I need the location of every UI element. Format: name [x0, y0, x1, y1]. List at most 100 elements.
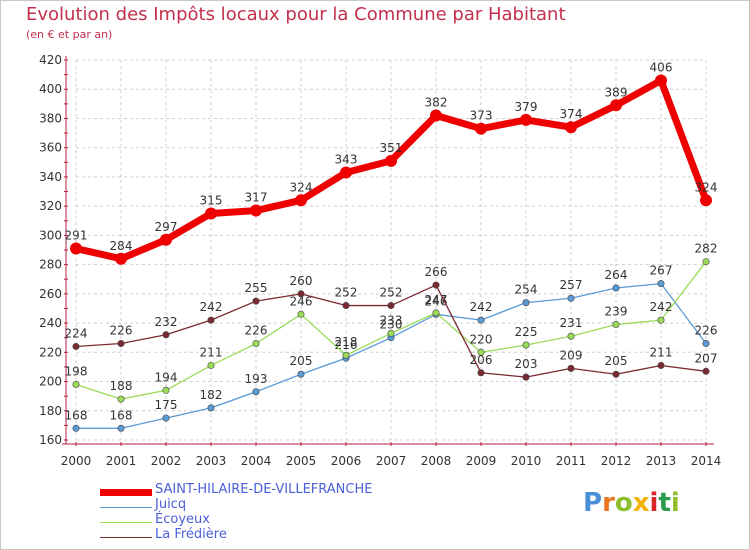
data-label: 226	[695, 324, 718, 338]
x-tick-label: 2002	[151, 454, 182, 468]
data-label: 324	[695, 180, 718, 194]
data-point	[702, 340, 710, 348]
data-label: 218	[335, 335, 358, 349]
y-tick-label: 380	[39, 111, 62, 125]
data-label: 266	[425, 265, 448, 279]
legend-label: Juicq	[155, 497, 187, 512]
data-point	[207, 316, 215, 324]
data-label: 205	[290, 354, 313, 368]
data-label: 246	[425, 294, 448, 308]
y-tick-label: 420	[39, 53, 62, 67]
data-label: 254	[515, 283, 538, 297]
data-label: 198	[65, 364, 88, 378]
x-tick-label: 2010	[511, 454, 542, 468]
data-point	[612, 370, 620, 378]
data-label: 242	[470, 300, 493, 314]
data-label: 252	[380, 286, 403, 300]
data-point	[297, 370, 305, 378]
data-label: 175	[155, 398, 178, 412]
x-tick-label: 2001	[106, 454, 137, 468]
data-point	[702, 367, 710, 375]
y-tick-label: 300	[39, 228, 62, 242]
data-label: 343	[335, 153, 358, 167]
data-point	[567, 364, 575, 372]
data-point	[72, 424, 80, 432]
data-point	[702, 258, 710, 266]
x-tick-label: 2003	[196, 454, 227, 468]
data-point	[115, 252, 127, 265]
data-point	[385, 154, 397, 167]
legend-label: Écoyeux	[155, 512, 210, 527]
data-point	[612, 284, 620, 292]
data-point	[430, 109, 442, 122]
data-label: 232	[155, 315, 178, 329]
data-label: 242	[650, 300, 673, 314]
data-label: 193	[245, 372, 268, 386]
data-point	[655, 74, 667, 87]
data-point	[522, 299, 530, 307]
data-label: 226	[110, 324, 133, 338]
data-point	[657, 361, 665, 369]
data-label: 282	[695, 242, 718, 256]
legend-swatch	[100, 521, 152, 523]
data-label: 203	[515, 357, 538, 371]
data-point	[207, 404, 215, 412]
chart-subtitle: (en € et par an)	[26, 28, 113, 41]
data-point	[342, 351, 350, 359]
data-point	[520, 113, 532, 126]
data-point	[700, 194, 712, 207]
data-label: 242	[200, 300, 223, 314]
data-label: 246	[290, 294, 313, 308]
data-point	[117, 340, 125, 348]
data-point	[522, 373, 530, 381]
data-point	[117, 424, 125, 432]
data-label: 382	[425, 96, 448, 110]
data-point	[160, 233, 172, 246]
data-point	[567, 332, 575, 340]
y-tick-label: 180	[39, 404, 62, 418]
data-point	[342, 302, 350, 310]
x-tick-label: 2006	[331, 454, 362, 468]
y-tick-label: 260	[39, 287, 62, 301]
data-point	[340, 166, 352, 179]
data-point	[205, 207, 217, 220]
y-tick-label: 280	[39, 258, 62, 272]
data-label: 284	[110, 239, 133, 253]
data-label: 379	[515, 100, 538, 114]
data-label: 406	[650, 60, 673, 74]
x-tick-label: 2007	[376, 454, 407, 468]
data-point	[252, 297, 260, 305]
logo-letter: o	[614, 488, 633, 518]
data-label: 230	[380, 318, 403, 332]
data-label: 168	[110, 408, 133, 422]
data-label: 267	[650, 264, 673, 278]
y-tick-label: 400	[39, 82, 62, 96]
data-label: 239	[605, 305, 628, 319]
data-point	[72, 342, 80, 350]
data-point	[387, 329, 395, 337]
data-label: 233	[380, 313, 403, 327]
data-label: 211	[650, 345, 673, 359]
data-point	[387, 302, 395, 310]
x-tick-label: 2005	[286, 454, 317, 468]
x-tick-label: 2012	[601, 454, 632, 468]
logo-letter: i	[649, 488, 659, 518]
data-point	[295, 194, 307, 207]
data-label: 211	[200, 345, 223, 359]
data-point	[162, 414, 170, 422]
logo-letter: r	[602, 488, 615, 518]
y-tick-label: 360	[39, 141, 62, 155]
data-point	[432, 281, 440, 289]
chart-title: Evolution des Impôts locaux pour la Comm…	[26, 4, 566, 25]
data-label: 216	[335, 338, 358, 352]
y-tick-label: 220	[39, 345, 62, 359]
legend-swatch	[100, 536, 152, 538]
y-tick-label: 200	[39, 375, 62, 389]
data-point	[297, 290, 305, 298]
data-point	[657, 280, 665, 288]
data-label: 207	[695, 351, 718, 365]
x-tick-label: 2011	[556, 454, 587, 468]
data-point	[567, 294, 575, 302]
legend-label: La Frédière	[155, 527, 227, 542]
